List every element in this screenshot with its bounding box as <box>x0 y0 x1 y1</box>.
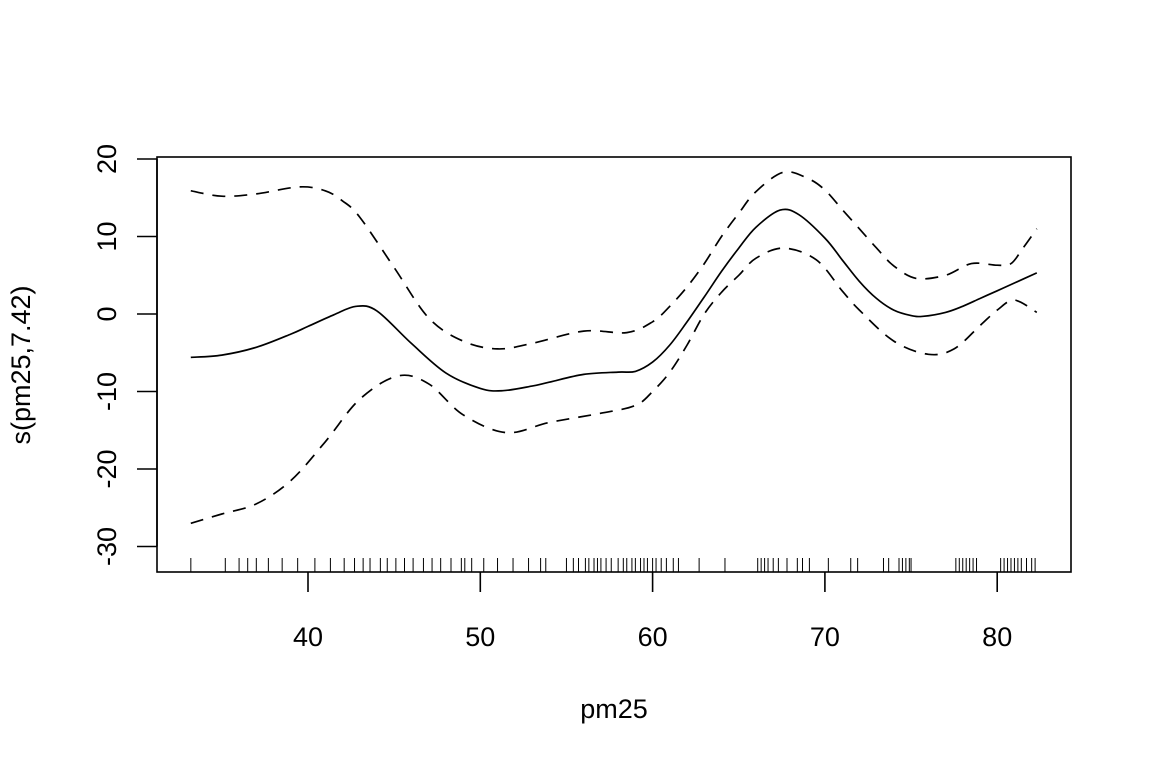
y-tick-label: 0 <box>92 306 122 321</box>
lower-confidence-line <box>190 247 1038 525</box>
plot-area <box>190 170 1038 572</box>
y-axis-label: s(pm25,7.42) <box>6 285 36 444</box>
x-tick-label: 50 <box>465 622 495 652</box>
x-tick-label: 80 <box>982 622 1012 652</box>
plot-frame <box>156 156 1072 573</box>
x-axis: 40 50 60 70 80 <box>293 572 1012 652</box>
upper-confidence-line <box>190 170 1038 350</box>
x-axis-label: pm25 <box>580 694 648 724</box>
y-tick-label: -20 <box>92 449 122 488</box>
x-tick-label: 70 <box>810 622 840 652</box>
y-tick-label: 10 <box>92 221 122 251</box>
x-tick-label: 40 <box>293 622 323 652</box>
fit-line <box>190 208 1038 392</box>
y-tick-label: 20 <box>92 144 122 174</box>
y-tick-label: -10 <box>92 372 122 411</box>
x-tick-label: 60 <box>638 622 668 652</box>
y-tick-label: -30 <box>92 527 122 566</box>
y-axis: -30 -20 -10 0 10 20 <box>92 144 158 566</box>
